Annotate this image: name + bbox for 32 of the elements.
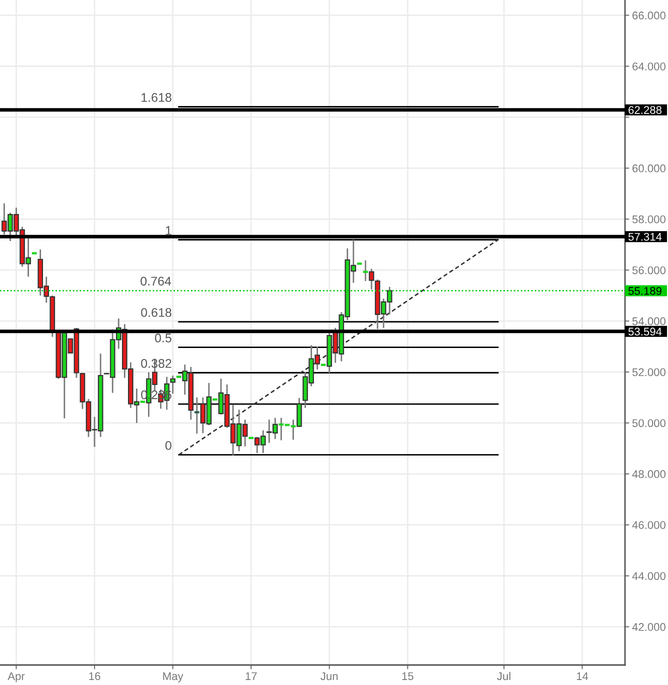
x-tick-label: 14 xyxy=(576,672,588,680)
candlestick xyxy=(170,374,176,394)
ref-line-label: 55.189 xyxy=(628,287,662,295)
series-label: 1 xyxy=(166,226,172,235)
x-tick-label: 15 xyxy=(402,672,414,680)
y-tick-label: 58.000 xyxy=(632,215,666,224)
series-label: 0.618 xyxy=(141,308,172,317)
x-tick-label: Jun xyxy=(320,672,338,680)
y-tick-label: 50.000 xyxy=(632,419,666,428)
series-label: 0 xyxy=(165,441,172,450)
series-label: 1.618 xyxy=(142,93,172,102)
ref-line-label: 62.288 xyxy=(628,106,662,114)
x-tick-label: 17 xyxy=(246,672,257,680)
x-tick-label: Jul xyxy=(497,672,510,680)
ref-line-label: 53.594 xyxy=(628,328,662,336)
x-tick-label: May xyxy=(163,672,184,682)
series-label: 0.5 xyxy=(155,334,172,342)
line-series xyxy=(178,239,499,456)
x-tick-label: 16 xyxy=(89,672,100,680)
y-tick-label: 42.000 xyxy=(632,623,666,631)
y-tick-label: 66.000 xyxy=(632,12,666,20)
y-tick-label: 54.000 xyxy=(632,317,666,326)
ref-line-label: 57.314 xyxy=(628,232,662,241)
annotation: 0.764 xyxy=(140,276,172,286)
y-tick-label: 64.000 xyxy=(632,62,666,70)
y-tick-label: 56.000 xyxy=(632,266,666,274)
y-tick-label: 52.000 xyxy=(632,368,666,376)
y-tick-label: 60.000 xyxy=(632,164,666,172)
y-tick-label: 44.000 xyxy=(632,572,666,580)
y-tick-label: 48.000 xyxy=(632,470,666,478)
x-tick-label: Apr xyxy=(8,672,25,682)
y-tick-label: 46.000 xyxy=(632,521,666,529)
